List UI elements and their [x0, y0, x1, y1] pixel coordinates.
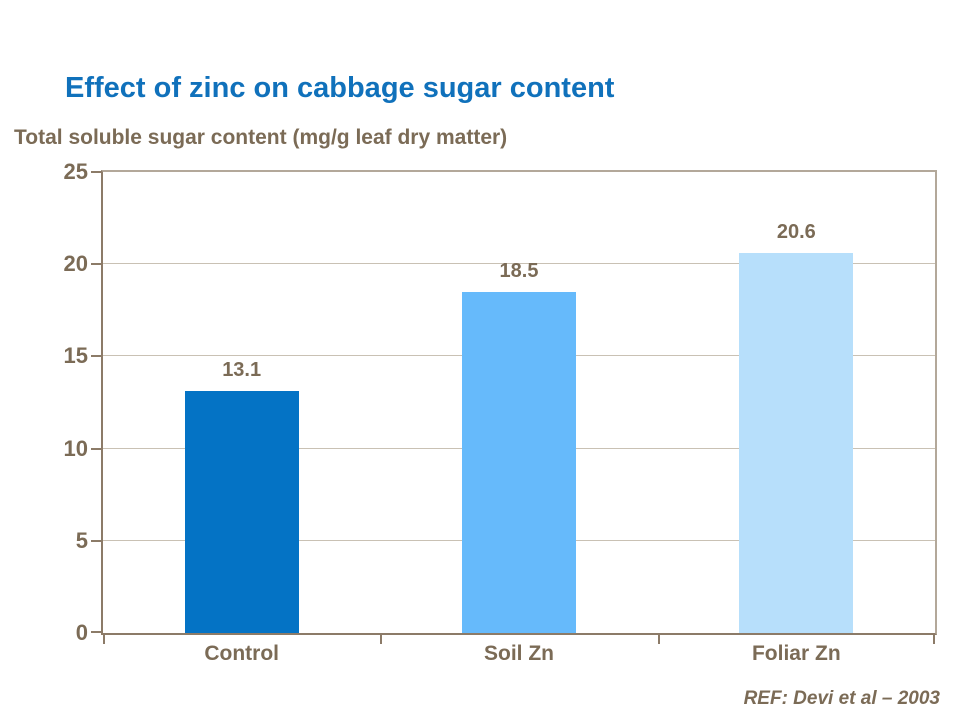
y-tick-0 — [91, 631, 101, 633]
y-tick-label-0: 0 — [75, 620, 88, 645]
reference-text: REF: Devi et al – 2003 — [743, 688, 940, 709]
x-axis-tick-1 — [380, 633, 382, 644]
x-axis-tick-0 — [103, 633, 105, 644]
bar-value-label-control: 13.1 — [222, 359, 262, 382]
y-tick-15 — [91, 355, 101, 357]
gridline-20 — [103, 263, 935, 264]
bar-soil-zn — [461, 291, 576, 633]
y-tick-5 — [91, 540, 101, 542]
x-category-label-soil-zn: Soil Zn — [483, 642, 554, 665]
plot-area: 13.1 18.5 20.6 — [91, 170, 937, 644]
x-axis-labels: Control Soil Zn Foliar Zn — [103, 642, 935, 670]
y-tick-label-25: 25 — [63, 159, 88, 184]
category-cell-foliar-zn: 20.6 — [658, 172, 935, 633]
y-axis-title: Total soluble sugar content (mg/g leaf d… — [14, 126, 508, 149]
y-tick-label-20: 20 — [63, 251, 88, 276]
bar-control — [184, 391, 299, 633]
y-tick-label-15: 15 — [63, 343, 88, 368]
bar-value-label-soil-zn: 18.5 — [499, 259, 539, 282]
y-tick-label-10: 10 — [63, 436, 88, 461]
bar-value-label-foliar-zn: 20.6 — [776, 221, 816, 244]
y-tick-10 — [91, 448, 101, 450]
chart-title: Effect of zinc on cabbage sugar content — [65, 72, 615, 104]
y-tick-label-5: 5 — [75, 528, 88, 553]
y-tick-25 — [91, 171, 101, 173]
category-cell-control: 13.1 — [103, 172, 380, 633]
bar-foliar-zn — [739, 253, 854, 633]
y-tick-20 — [91, 263, 101, 265]
x-category-label-control: Control — [204, 642, 279, 665]
x-category-label-foliar-zn: Foliar Zn — [751, 642, 841, 665]
x-axis-tick-2 — [658, 633, 660, 644]
category-cell-soil-zn: 18.5 — [380, 172, 657, 633]
x-axis-tick-3 — [933, 633, 935, 644]
